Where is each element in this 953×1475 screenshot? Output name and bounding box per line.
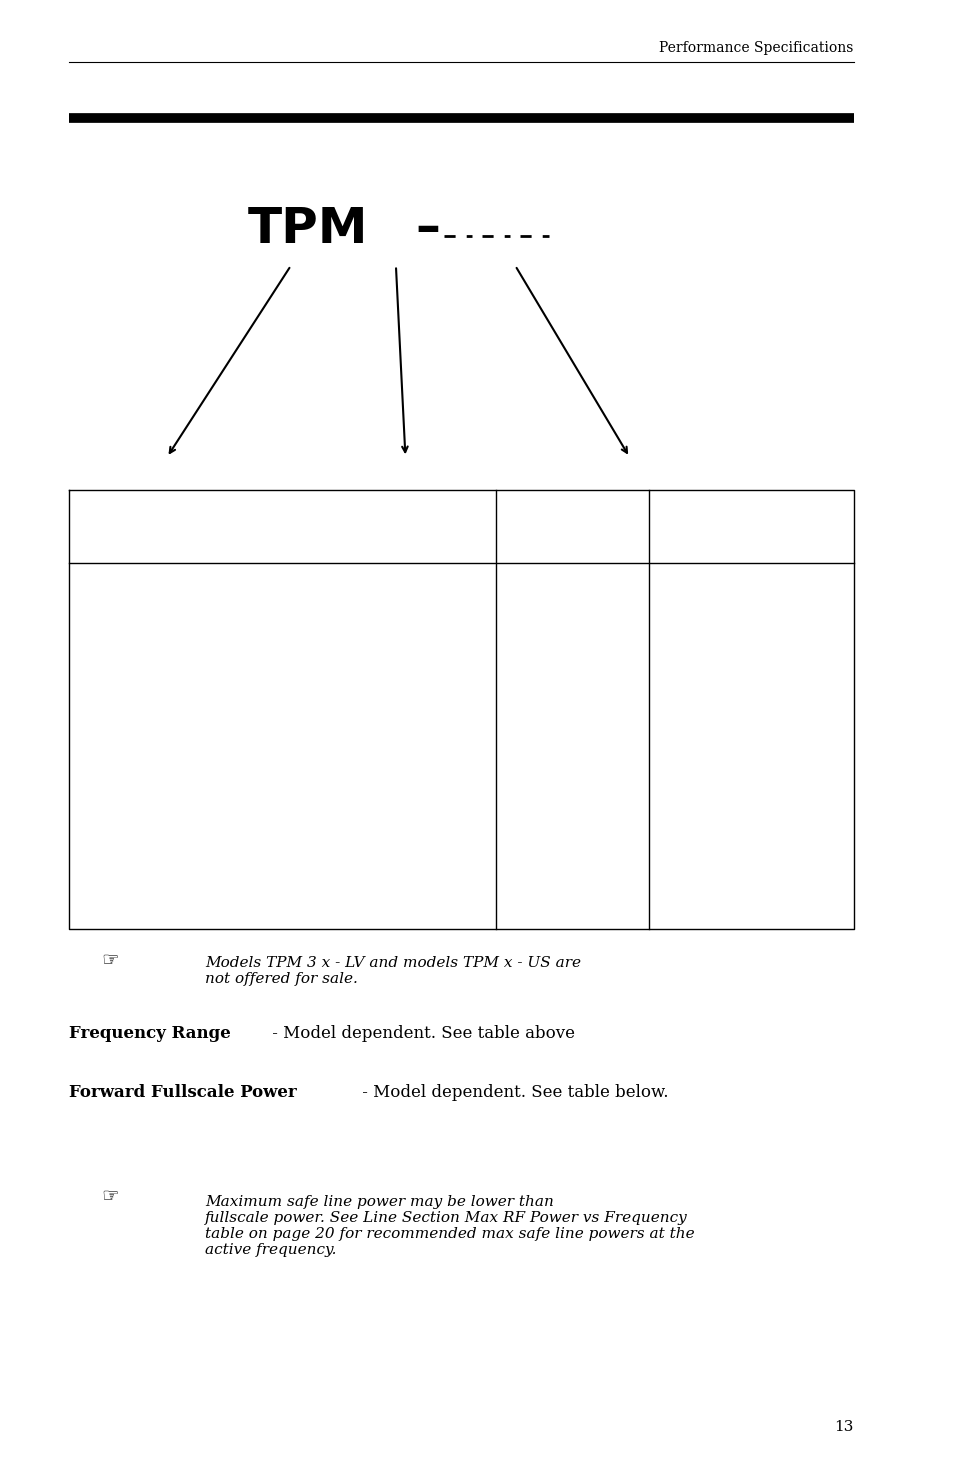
Text: Forward Fullscale Power: Forward Fullscale Power [69, 1084, 296, 1102]
Text: Models TPM 3 x - LV and models TPM x - US are
not offered for sale.: Models TPM 3 x - LV and models TPM x - U… [205, 956, 580, 985]
Text: Performance Specifications: Performance Specifications [659, 41, 853, 55]
Text: 13: 13 [834, 1420, 853, 1434]
Text: –: – [415, 205, 439, 252]
Text: - Model dependent. See table below.: - Model dependent. See table below. [356, 1084, 668, 1102]
Text: - Model dependent. See table above: - Model dependent. See table above [267, 1025, 575, 1043]
Text: ☞: ☞ [101, 1187, 118, 1207]
Text: Maximum safe line power may be lower than
fullscale power. See Line Section Max : Maximum safe line power may be lower tha… [205, 1195, 694, 1257]
Text: Frequency Range: Frequency Range [69, 1025, 231, 1043]
Text: ☞: ☞ [101, 951, 118, 971]
Text: TPM: TPM [248, 205, 368, 252]
